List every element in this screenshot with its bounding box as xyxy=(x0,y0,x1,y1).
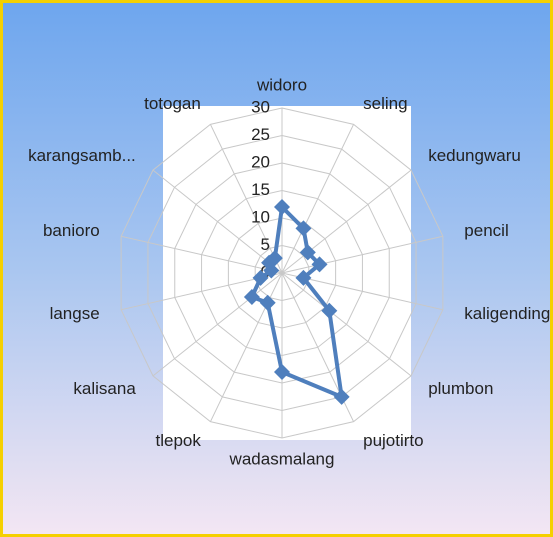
category-label: seling xyxy=(363,94,407,113)
category-label: langse xyxy=(50,304,100,323)
tick-label: 25 xyxy=(251,125,270,144)
category-label: totogan xyxy=(144,94,201,113)
category-label: plumbon xyxy=(428,379,493,398)
category-label: widoro xyxy=(256,75,307,94)
category-label: pencil xyxy=(464,221,508,240)
tick-label: 5 xyxy=(261,235,270,254)
category-label: pujotirto xyxy=(363,431,423,450)
plot-area xyxy=(163,106,411,440)
category-label: banioro xyxy=(43,221,100,240)
category-label: kalisana xyxy=(73,379,136,398)
category-label: karangsamb... xyxy=(28,146,136,165)
category-label: kaligending xyxy=(464,304,550,323)
tick-label: 15 xyxy=(251,180,270,199)
tick-label: 30 xyxy=(251,97,270,116)
category-label: kedungwaru xyxy=(428,146,521,165)
tick-label: 10 xyxy=(251,207,270,226)
category-label: wadasmalang xyxy=(229,449,335,468)
tick-label: 20 xyxy=(251,152,270,171)
category-label: tlepok xyxy=(155,431,201,450)
chart: 051015202530widoroselingkedungwarupencil… xyxy=(0,0,553,537)
